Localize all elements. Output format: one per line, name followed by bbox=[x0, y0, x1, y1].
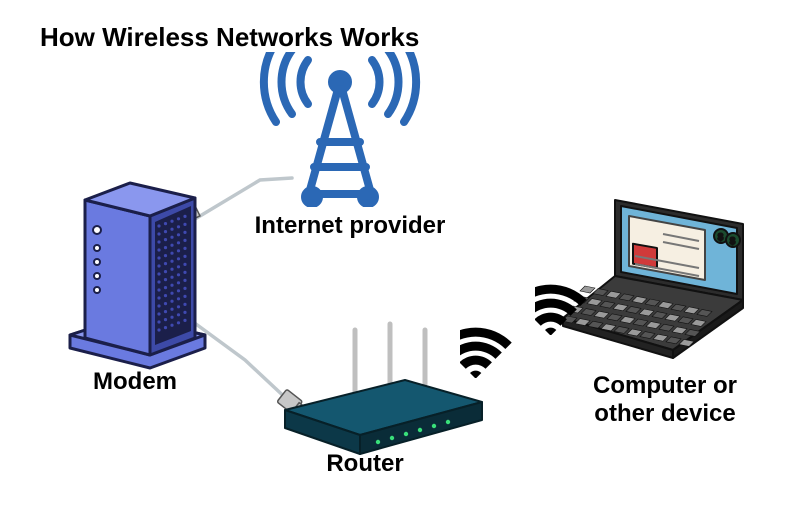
modem-label: Modem bbox=[60, 368, 210, 396]
router-label: Router bbox=[295, 450, 435, 478]
svg-text:$: $ bbox=[718, 232, 723, 242]
diagram-title: How Wireless Networks Works bbox=[40, 22, 419, 53]
isp-label: Internet provider bbox=[225, 212, 475, 240]
diagram-stage: How Wireless Networks Works bbox=[0, 0, 800, 505]
svg-text:$: $ bbox=[730, 236, 735, 246]
wifi-icon bbox=[460, 318, 530, 378]
laptop-label: Computer or other device bbox=[560, 372, 770, 428]
wifi-icon bbox=[535, 275, 605, 335]
modem-icon bbox=[55, 170, 225, 380]
internet-provider-icon bbox=[250, 52, 430, 207]
